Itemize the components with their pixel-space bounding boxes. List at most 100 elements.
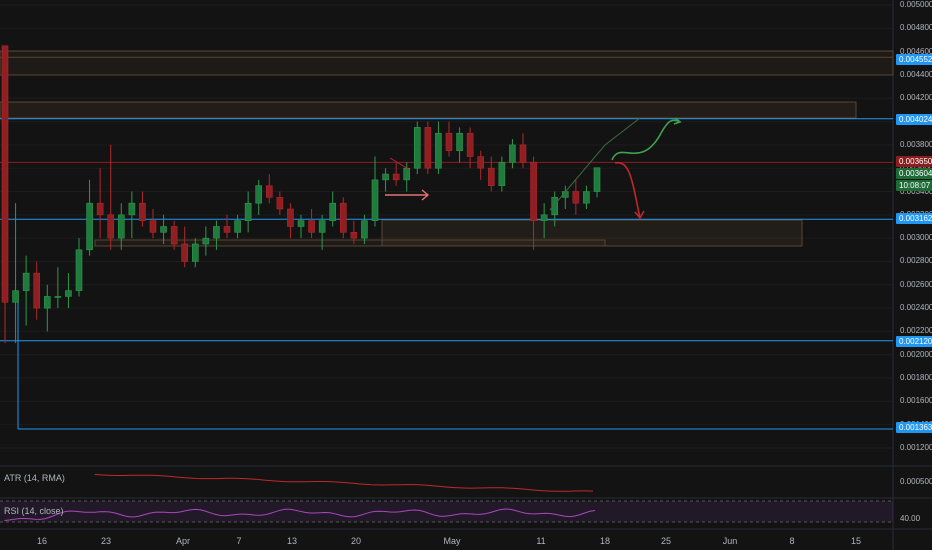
price-axis-tick: 0.003000: [900, 233, 932, 243]
price-axis-tick: 0.001600: [900, 396, 932, 406]
candle-body: [371, 179, 379, 221]
candle-body: [1, 45, 9, 303]
price-axis-tick: 0.003400: [900, 186, 932, 196]
candle-body: [223, 226, 231, 233]
support-zone: [94, 239, 606, 247]
bullish-projection-path: [611, 119, 681, 161]
supply-zone: [0, 50, 894, 76]
candle-body: [297, 220, 305, 227]
candle-body: [287, 208, 294, 227]
price-axis-tick: 0.002800: [900, 256, 932, 266]
candle-body: [170, 226, 178, 245]
candle-body: [255, 185, 263, 204]
candle-body: [139, 202, 146, 221]
candle-body: [318, 220, 326, 233]
time-axis-tick: 11: [536, 536, 546, 546]
candle-body: [65, 290, 72, 297]
price-label-tag[interactable]: 0.002120: [896, 336, 932, 347]
rsi-indicator-label[interactable]: RSI (14, close): [4, 506, 64, 516]
atr-line: [94, 473, 594, 492]
rsi-axis-tick: 40.00: [900, 514, 921, 523]
candle-body: [244, 202, 252, 221]
time-axis-tick: Jun: [722, 536, 738, 546]
candle-body: [445, 132, 453, 152]
bearish-projection-path: [614, 162, 641, 219]
time-axis-tick: 13: [286, 536, 298, 546]
price-axis-tick: 0.003600: [900, 163, 932, 172]
trend-line: [389, 157, 411, 171]
candle-body: [107, 214, 115, 239]
price-axis-tick: 0.002600: [900, 279, 932, 289]
candle-body: [477, 156, 485, 169]
candle-body: [498, 162, 506, 186]
price-axis-tick: 0.004600: [900, 46, 932, 56]
price-axis-tick: 0.001200: [900, 443, 932, 452]
price-label-tag[interactable]: 0.003650: [896, 156, 932, 167]
price-axis-tick: 0.004800: [900, 23, 932, 33]
time-axis-tick: May: [443, 536, 461, 546]
candle-body: [191, 243, 199, 262]
candle-body: [96, 202, 104, 216]
candle-body: [530, 162, 537, 221]
candle-body: [350, 232, 358, 239]
candle-body: [12, 290, 19, 303]
candle-body: [181, 243, 189, 262]
candle-body: [466, 132, 474, 157]
candle-body: [117, 214, 125, 239]
candle-body: [265, 185, 273, 198]
price-label-tag[interactable]: 10:08:07: [896, 180, 932, 191]
rsi-line: [4, 508, 596, 521]
candle-body: [128, 202, 136, 216]
price-axis-tick: 0.003800: [900, 139, 932, 149]
candle-body: [424, 127, 432, 169]
candle-body: [456, 132, 463, 152]
price-label-tag[interactable]: 0.004024: [896, 114, 932, 125]
time-axis-tick: 25: [660, 536, 672, 546]
rsi-band: [0, 501, 893, 522]
time-axis-tick: 8: [789, 536, 795, 546]
candle-body: [86, 202, 93, 251]
arrow-head: [421, 189, 430, 201]
candle-body: [308, 220, 315, 233]
price-axis-tick: 0.004400: [900, 69, 932, 79]
bearish-arrowhead: [634, 210, 645, 220]
time-axis-tick: 18: [599, 536, 611, 546]
candle-body: [43, 296, 51, 309]
candle-body: [509, 144, 516, 163]
bullish-arrowhead: [673, 117, 682, 125]
price-label-tag[interactable]: 0.004552: [896, 54, 932, 65]
candle-body: [519, 144, 527, 163]
trend-line: [549, 117, 641, 211]
candle-body: [160, 226, 167, 233]
price-axis-tick: 0.002000: [900, 349, 932, 359]
candle-body: [593, 167, 601, 192]
candle-body: [213, 226, 220, 239]
candle-body: [33, 272, 41, 309]
price-axis-tick: 0.005000: [900, 0, 932, 9]
candle-body: [361, 220, 368, 239]
time-axis-tick: Apr: [175, 536, 191, 546]
price-axis-tick: 0.004200: [900, 93, 932, 103]
demand-zone: [381, 219, 803, 247]
candle-body: [54, 296, 62, 298]
time-axis-tick: 20: [350, 536, 362, 546]
time-axis-tick: 16: [36, 536, 48, 546]
time-axis-tick: 23: [100, 536, 112, 546]
candle-body: [276, 197, 284, 210]
candle-body: [339, 202, 347, 233]
price-axis-tick: 0.002400: [900, 303, 932, 313]
price-axis-tick: 0.001800: [900, 373, 932, 383]
candle-body: [22, 272, 30, 291]
candle-body: [583, 191, 590, 204]
price-label-tag[interactable]: 0.003162: [896, 213, 932, 224]
candle-body: [435, 132, 442, 169]
atr-axis-tick: 0.000500: [900, 477, 932, 486]
candle-body: [540, 214, 548, 221]
candle-body: [202, 237, 210, 245]
price-label-tag[interactable]: 0.003604: [896, 168, 932, 179]
atr-indicator-label[interactable]: ATR (14, RMA): [4, 473, 65, 483]
time-axis-tick: 7: [236, 536, 242, 546]
price-label-tag[interactable]: 0.001363: [896, 422, 932, 433]
